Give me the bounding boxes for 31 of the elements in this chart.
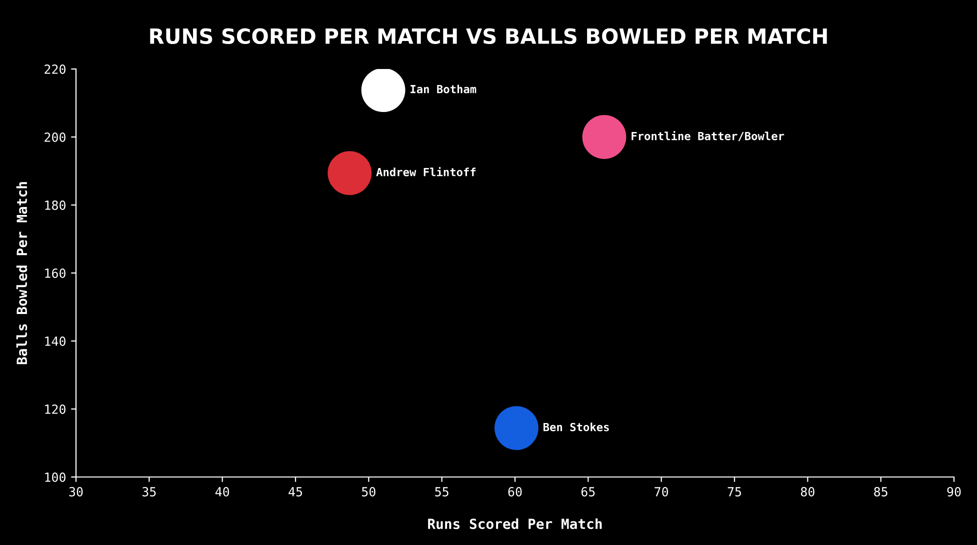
x-tick-label: 50	[362, 487, 376, 496]
x-tick-label: 40	[215, 487, 230, 496]
point	[582, 115, 626, 159]
x-tick-label: 80	[800, 487, 814, 496]
point	[328, 151, 372, 195]
series-label: Andrew Flintoff	[376, 167, 476, 176]
y-axis-title: Balls Bowled Per Match	[16, 182, 28, 364]
y-tick-label: 120	[45, 404, 66, 414]
y-tick-label: 160	[45, 268, 66, 278]
x-tick-label: 85	[874, 487, 888, 496]
x-axis-title: Runs Scored Per Match	[428, 518, 602, 530]
chart-title: RUNS SCORED PER MATCH VS BALLS BOWLED PER MATCH	[150, 28, 827, 44]
x-tick-label: 60	[508, 487, 522, 496]
x-tick-label: 45	[288, 487, 302, 496]
y-tick-label: 200	[44, 132, 66, 142]
y-tick-label: 220	[44, 64, 66, 74]
series-label: Ben Stokes	[544, 422, 609, 432]
x-tick-label: 30	[69, 487, 83, 496]
y-tick-label: 100	[45, 472, 66, 482]
x-tick-label: 75	[728, 487, 742, 496]
x-tick-label: 65	[581, 487, 595, 496]
x-tick-label: 35	[142, 487, 156, 496]
x-tick-label: 70	[654, 487, 668, 496]
point	[361, 69, 406, 112]
y-tick-label: 140	[45, 336, 66, 346]
series-label: Ian Botham	[410, 84, 476, 94]
x-tick-label: 55	[435, 487, 448, 496]
series-label: Frontline Batter/Bowler	[632, 131, 784, 142]
x-tick-label: 90	[947, 487, 961, 496]
point	[494, 406, 538, 450]
y-tick-label: 180	[45, 200, 66, 210]
